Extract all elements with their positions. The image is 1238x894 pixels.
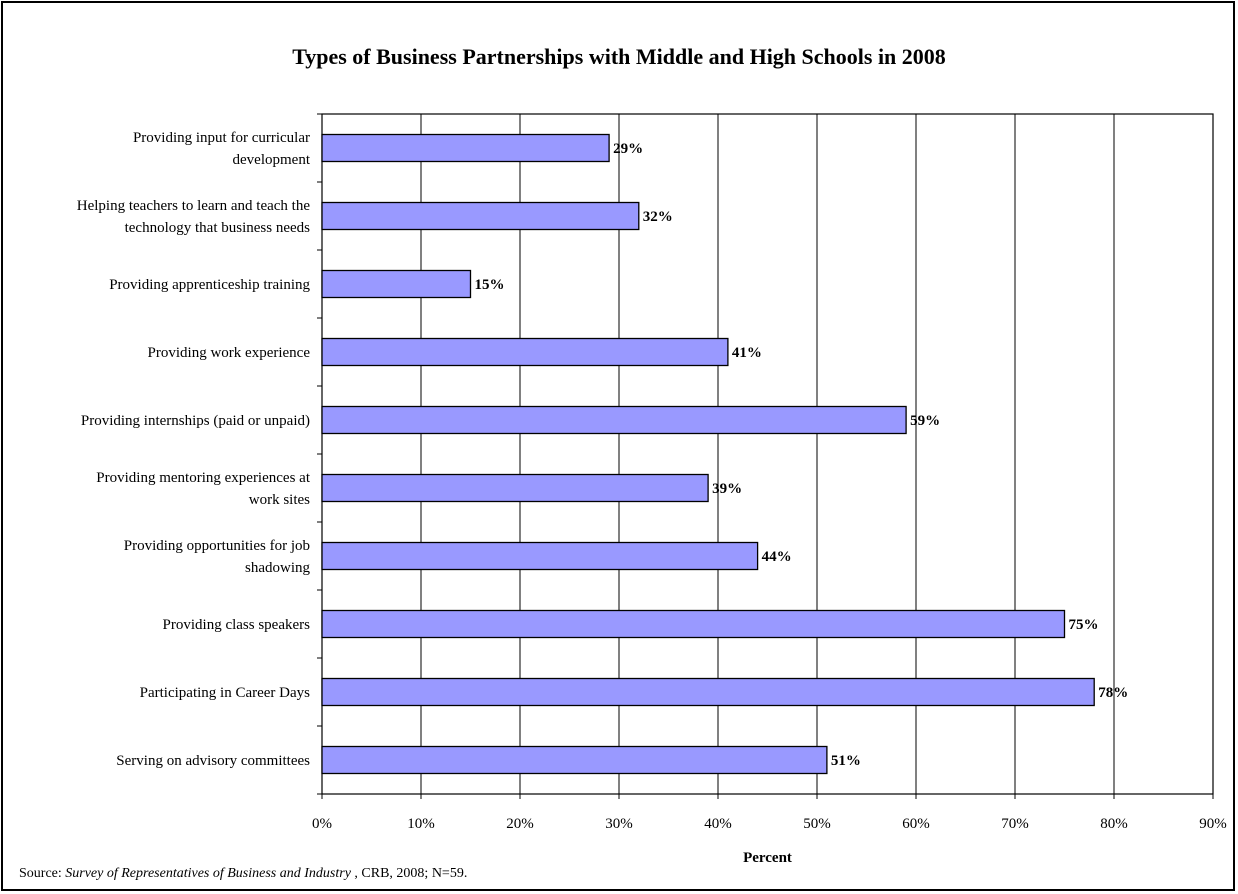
data-label: 78% (1098, 685, 1128, 701)
x-tick-label: 80% (1100, 816, 1128, 832)
x-tick-label: 40% (704, 816, 732, 832)
x-tick-label: 90% (1199, 816, 1227, 832)
data-label: 59% (910, 413, 940, 429)
bar (321, 473, 709, 503)
source-title: Survey of Representatives of Business an… (65, 866, 351, 881)
bar (321, 677, 1095, 707)
data-label: 15% (475, 277, 505, 293)
data-label: 32% (643, 209, 673, 225)
bar (321, 133, 610, 163)
data-label: 44% (762, 549, 792, 565)
y-category-label: Providing class speakers (163, 617, 311, 633)
y-category-label: shadowing (245, 560, 310, 576)
y-category-label: work sites (249, 492, 310, 508)
bar (321, 541, 759, 571)
bar (321, 337, 729, 367)
bar (321, 269, 472, 299)
x-tick-label: 70% (1001, 816, 1029, 832)
x-tick-label: 20% (506, 816, 534, 832)
x-tick-label: 30% (605, 816, 633, 832)
y-category-label: technology that business needs (125, 220, 311, 236)
x-tick-label: 50% (803, 816, 831, 832)
data-label: 39% (712, 481, 742, 497)
y-category-label: Helping teachers to learn and teach the (77, 198, 311, 214)
y-category-label: Serving on advisory committees (116, 753, 310, 769)
y-category-label: Providing input for curricular (133, 130, 310, 146)
y-category-label: Providing internships (paid or unpaid) (81, 413, 310, 429)
y-category-label: Participating in Career Days (140, 685, 311, 701)
x-axis-title: Percent (743, 850, 792, 866)
x-tick-label: 60% (902, 816, 930, 832)
data-label: 41% (732, 345, 762, 361)
y-category-label: Providing apprenticeship training (109, 277, 310, 293)
data-label: 51% (831, 753, 861, 769)
y-category-label: development (233, 152, 311, 168)
chart-title: Types of Business Partnerships with Midd… (292, 44, 946, 69)
source-suffix: , CRB, 2008; N=59. (350, 866, 468, 881)
data-label: 75% (1069, 617, 1099, 633)
bar (321, 609, 1066, 639)
x-tick-label: 0% (312, 816, 332, 832)
bar (321, 405, 907, 435)
y-category-label: Providing mentoring experiences at (96, 470, 311, 486)
data-label: 29% (613, 141, 643, 157)
source-prefix: Source: (19, 866, 66, 881)
source-note: Source: Survey of Representatives of Bus… (19, 866, 467, 882)
y-category-label: Providing work experience (148, 345, 311, 361)
x-tick-label: 10% (407, 816, 435, 832)
y-category-label: Providing opportunities for job (124, 538, 310, 554)
bar (321, 745, 828, 775)
bar (321, 201, 640, 231)
